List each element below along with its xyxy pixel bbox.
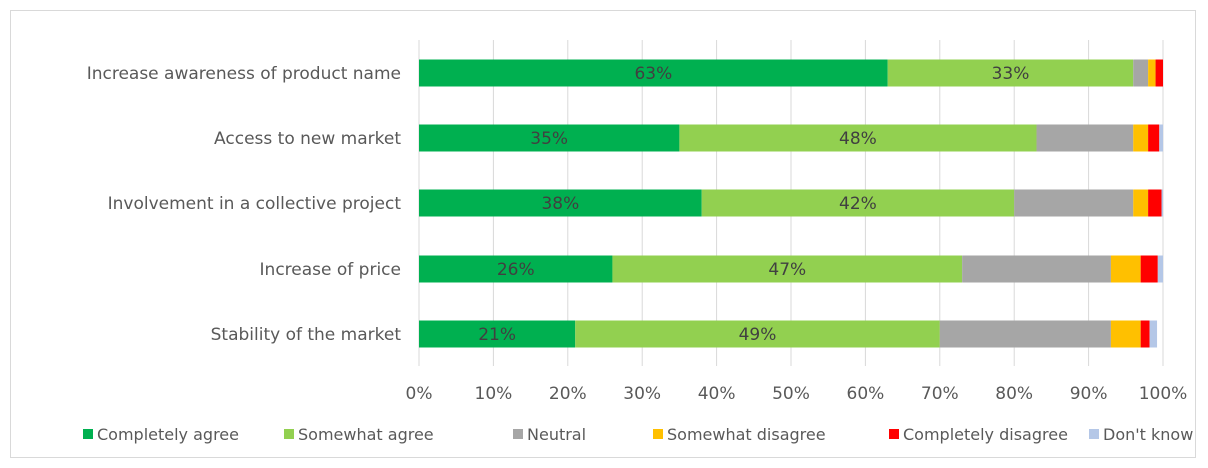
- legend-label: Completely disagree: [903, 425, 1068, 444]
- bar-segment: [1149, 320, 1158, 348]
- data-label: 47%: [768, 260, 806, 280]
- data-label: 33%: [992, 64, 1030, 84]
- bar-segment: [1036, 124, 1134, 152]
- data-label: 48%: [839, 129, 877, 149]
- bar-segment: [1110, 320, 1141, 348]
- bar-segment: [1161, 189, 1163, 217]
- bar-segment: [939, 320, 1111, 348]
- bar-segment: [419, 124, 680, 152]
- legend-label: Somewhat agree: [298, 425, 434, 444]
- bar-segment: [1133, 189, 1149, 217]
- bar-segment: [1140, 255, 1158, 283]
- x-tick-label: 60%: [847, 384, 885, 404]
- bar-segment: [1159, 124, 1163, 152]
- x-tick-label: 90%: [1070, 384, 1108, 404]
- legend-label: Don't know: [1103, 425, 1193, 444]
- category-label: Increase of price: [260, 260, 401, 280]
- bar-segment: [1148, 124, 1160, 152]
- x-tick-label: 30%: [623, 384, 661, 404]
- bar-segment: [1110, 255, 1141, 283]
- x-tick-label: 80%: [995, 384, 1033, 404]
- legend-swatch: [513, 429, 523, 439]
- data-label: 21%: [478, 325, 516, 345]
- bar-segment: [1133, 124, 1149, 152]
- data-label: 38%: [541, 194, 579, 214]
- legend-swatch: [653, 429, 663, 439]
- bar-segment: [612, 255, 963, 283]
- bar-segment: [575, 320, 940, 348]
- legend-swatch: [284, 429, 294, 439]
- x-tick-label: 10%: [475, 384, 513, 404]
- category-label: Access to new market: [214, 129, 401, 149]
- data-label: 49%: [739, 325, 777, 345]
- bar-segment: [1133, 59, 1149, 87]
- x-tick-label: 70%: [921, 384, 959, 404]
- x-tick-label: 0%: [406, 384, 433, 404]
- bar-segment: [1157, 255, 1163, 283]
- legend-label: Completely agree: [97, 425, 239, 444]
- bar-segment: [1148, 59, 1156, 87]
- bar-segment: [1148, 189, 1162, 217]
- category-label: Stability of the market: [211, 325, 402, 345]
- x-tick-label: 100%: [1139, 384, 1188, 404]
- legend-swatch: [889, 429, 899, 439]
- bar-segment: [701, 189, 1015, 217]
- x-tick-label: 50%: [772, 384, 810, 404]
- bar-segment: [419, 320, 576, 348]
- category-label: Increase awareness of product name: [87, 64, 401, 84]
- bar-segment: [962, 255, 1111, 283]
- bar-segment: [419, 189, 702, 217]
- bar-segment: [419, 255, 613, 283]
- bar-segment: [679, 124, 1037, 152]
- legend-label: Somewhat disagree: [667, 425, 826, 444]
- legend-swatch: [83, 429, 93, 439]
- bar-segment: [1140, 320, 1150, 348]
- bar-segment: [419, 59, 888, 87]
- category-label: Involvement in a collective project: [108, 194, 402, 214]
- bar-segment: [1014, 189, 1134, 217]
- data-label: 42%: [839, 194, 877, 214]
- data-label: 63%: [634, 64, 672, 84]
- x-tick-label: 40%: [698, 384, 736, 404]
- bar-segment: [887, 59, 1134, 87]
- data-label: 26%: [497, 260, 535, 280]
- legend-swatch: [1089, 429, 1099, 439]
- data-label: 35%: [530, 129, 568, 149]
- bar-segment: [1155, 59, 1163, 87]
- legend-label: Neutral: [527, 425, 586, 444]
- x-tick-label: 20%: [549, 384, 587, 404]
